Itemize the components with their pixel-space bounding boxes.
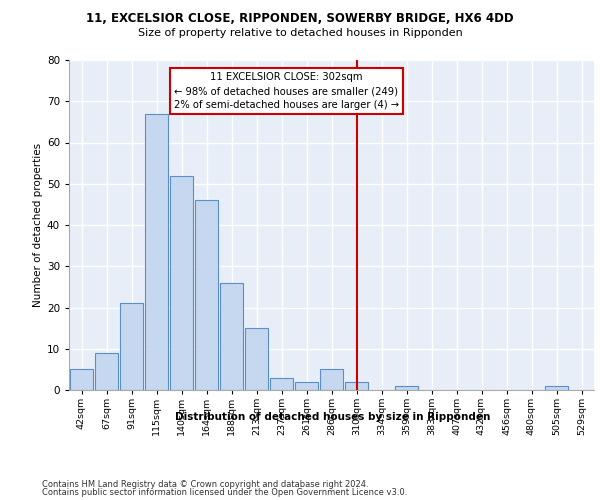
Bar [145, 114, 169, 390]
Text: Distribution of detached houses by size in Ripponden: Distribution of detached houses by size … [175, 412, 491, 422]
Bar [344, 382, 368, 390]
Bar [269, 378, 293, 390]
Text: Contains public sector information licensed under the Open Government Licence v3: Contains public sector information licen… [42, 488, 407, 497]
Text: 11, EXCELSIOR CLOSE, RIPPONDEN, SOWERBY BRIDGE, HX6 4DD: 11, EXCELSIOR CLOSE, RIPPONDEN, SOWERBY … [86, 12, 514, 26]
Bar [170, 176, 193, 390]
Bar [320, 370, 343, 390]
Bar [395, 386, 418, 390]
Bar [70, 370, 94, 390]
Bar [220, 283, 244, 390]
Bar [194, 200, 218, 390]
Text: 11 EXCELSIOR CLOSE: 302sqm
← 98% of detached houses are smaller (249)
2% of semi: 11 EXCELSIOR CLOSE: 302sqm ← 98% of deta… [174, 72, 399, 110]
Bar [545, 386, 568, 390]
Bar [95, 353, 118, 390]
Text: Size of property relative to detached houses in Ripponden: Size of property relative to detached ho… [137, 28, 463, 38]
Text: Contains HM Land Registry data © Crown copyright and database right 2024.: Contains HM Land Registry data © Crown c… [42, 480, 368, 489]
Bar [295, 382, 319, 390]
Y-axis label: Number of detached properties: Number of detached properties [32, 143, 43, 307]
Bar [119, 304, 143, 390]
Bar [245, 328, 268, 390]
